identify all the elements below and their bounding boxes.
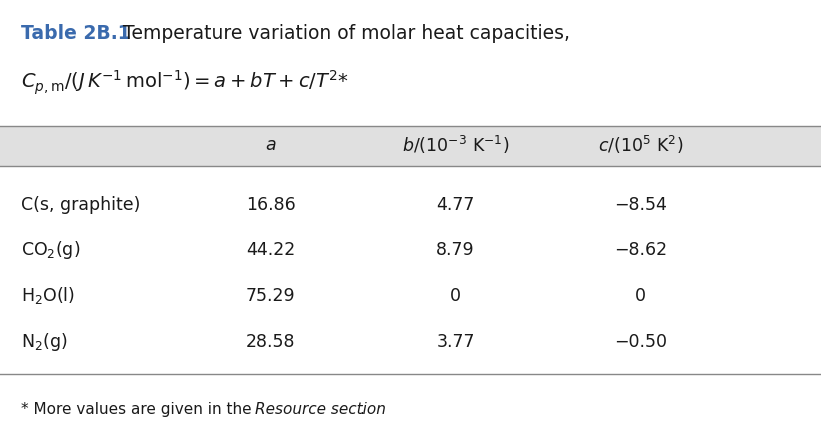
Text: C(s, graphite): C(s, graphite)	[21, 196, 140, 214]
Text: $C_{p,\mathrm{m}}/(J\,K^{-1}\,\mathrm{mol}^{-1}) = a + bT + c/T^{2}$*: $C_{p,\mathrm{m}}/(J\,K^{-1}\,\mathrm{mo…	[21, 69, 349, 97]
Text: $b/(10^{-3}\ \mathrm{K}^{-1})$: $b/(10^{-3}\ \mathrm{K}^{-1})$	[402, 134, 509, 156]
Text: −8.62: −8.62	[614, 241, 667, 259]
Text: CO$_2$(g): CO$_2$(g)	[21, 239, 80, 261]
Text: 0: 0	[635, 287, 646, 305]
Text: .: .	[360, 402, 365, 417]
Text: Table 2B.1: Table 2B.1	[21, 24, 131, 43]
Text: −0.50: −0.50	[614, 333, 667, 351]
Text: 28.58: 28.58	[246, 333, 296, 351]
Text: H$_2$O(l): H$_2$O(l)	[21, 285, 75, 307]
Text: N$_2$(g): N$_2$(g)	[21, 331, 67, 353]
Text: $a$: $a$	[265, 136, 277, 154]
Text: $c/(10^{5}\ \mathrm{K}^{2})$: $c/(10^{5}\ \mathrm{K}^{2})$	[598, 134, 683, 156]
Text: 3.77: 3.77	[437, 333, 475, 351]
Text: 8.79: 8.79	[436, 241, 475, 259]
Text: 75.29: 75.29	[246, 287, 296, 305]
Text: Temperature variation of molar heat capacities,: Temperature variation of molar heat capa…	[117, 24, 570, 43]
FancyBboxPatch shape	[0, 126, 821, 166]
Text: * More values are given in the: * More values are given in the	[21, 402, 256, 417]
Text: 16.86: 16.86	[246, 196, 296, 214]
Text: 0: 0	[450, 287, 461, 305]
Text: Resource section: Resource section	[255, 402, 385, 417]
Text: −8.54: −8.54	[614, 196, 667, 214]
Text: 4.77: 4.77	[437, 196, 475, 214]
Text: 44.22: 44.22	[246, 241, 296, 259]
